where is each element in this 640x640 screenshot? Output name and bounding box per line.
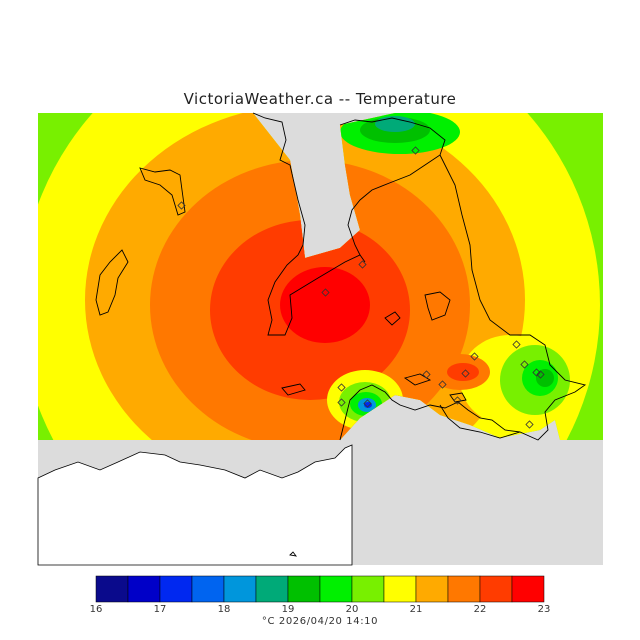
legend-swatch <box>511 575 545 603</box>
map-caption: °C 2026/04/20 14:10 <box>261 616 379 627</box>
legend-tick-label: 22 <box>473 604 487 615</box>
map-title: VictoriaWeather.ca -- Temperature <box>183 90 457 108</box>
legend-swatch <box>383 575 417 603</box>
legend-tick-label: 16 <box>89 604 103 615</box>
legend-tick-label: 21 <box>409 604 423 615</box>
legend-tick-label: 20 <box>345 604 359 615</box>
station-markers <box>177 146 545 429</box>
legend-swatch <box>479 575 513 603</box>
legend-swatch <box>223 575 257 603</box>
legend-swatch <box>415 575 449 603</box>
legend-tick-label: 18 <box>217 604 231 615</box>
temperature-field <box>38 113 603 440</box>
south-landmass <box>37 444 353 566</box>
legend-swatch <box>351 575 385 603</box>
legend-tick-label: 17 <box>153 604 167 615</box>
legend-swatch <box>255 575 289 603</box>
legend-swatch <box>159 575 193 603</box>
legend-swatch <box>95 575 129 603</box>
legend-swatch <box>447 575 481 603</box>
legend-tick-label: 19 <box>281 604 295 615</box>
legend-swatch <box>287 575 321 603</box>
legend-swatch <box>319 575 353 603</box>
coastlines <box>95 112 587 557</box>
legend-bar <box>95 575 545 603</box>
legend-swatch <box>127 575 161 603</box>
legend-tick-label: 23 <box>537 604 551 615</box>
legend-swatch <box>191 575 225 603</box>
